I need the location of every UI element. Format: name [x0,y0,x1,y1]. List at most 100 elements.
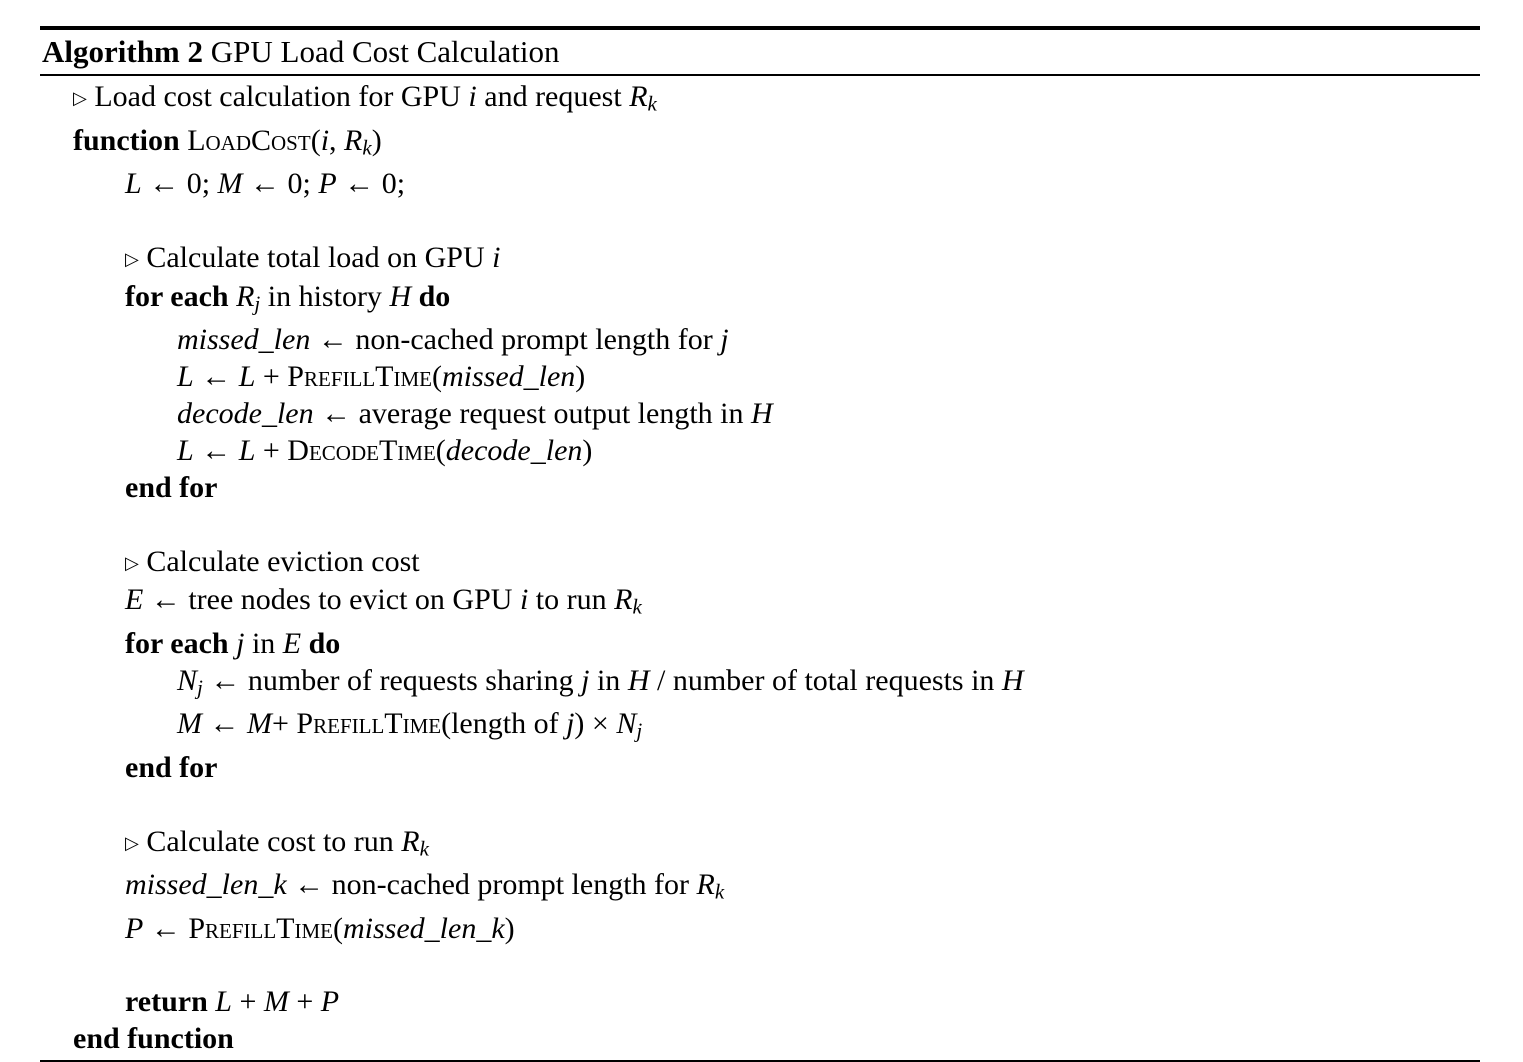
text-segment: and request [476,80,630,113]
text-segment: j [254,291,261,316]
text-segment: ← non-cached prompt length for [286,868,697,902]
text-segment: ( [431,360,442,394]
top-rule [40,26,1480,30]
algorithm-line: L ← L + PrefillTime(missed_len) [40,359,1480,396]
text-segment: ← 0; [336,167,406,201]
algorithm-line: L ← L + DecodeTime(decode_len) [40,433,1480,470]
text-segment: / number of total requests in [649,663,1002,697]
text-segment: ( [310,123,321,157]
algorithm-line: ▷ Calculate eviction cost [40,544,1480,583]
text-segment: decode_len [177,396,314,430]
text-segment: j [197,675,203,700]
text-segment: M [247,707,272,741]
text-segment: H [1001,663,1024,697]
text-segment: for each [125,626,237,660]
algorithm-line: function LoadCost(i, Rk) [40,123,1480,167]
text-segment: in [244,626,283,660]
algorithm-line: E ← tree nodes to evict on GPU i to run … [40,582,1480,626]
text-segment: R [401,824,420,858]
text-segment: L [238,360,256,394]
text-segment: i [320,123,330,157]
text-segment: PrefillTime [296,707,442,741]
text-segment: ← non-cached prompt length for [310,323,721,357]
comment-triangle-icon: ▷ [125,552,139,574]
text-segment: L [177,433,194,467]
text-segment: ← 0; [242,167,319,201]
text-segment: M [217,167,243,201]
text-segment: M [263,985,289,1019]
text-segment: decode_len [445,433,583,467]
algorithm-title: GPU Load Cost Calculation [203,34,560,69]
text-segment: R [614,583,633,617]
text-segment: j [636,718,643,743]
text-segment: PrefillTime [287,360,432,394]
text-segment: , [329,123,345,157]
text-segment: to run [528,583,615,617]
text-segment: j [581,663,590,697]
text-segment: j [566,707,575,741]
algorithm-line: L ← 0; M ← 0; P ← 0; [40,166,1480,203]
text-segment: ← number of requests sharing [202,663,582,697]
text-segment: + [288,985,321,1019]
text-segment: L [177,360,194,394]
text-segment: P [125,911,144,945]
text-segment: (length of [441,707,567,741]
comment-triangle-icon: ▷ [73,87,87,109]
algorithm-blank-line [40,948,1480,985]
text-segment: H [389,279,412,313]
text-segment: end for [125,750,218,784]
algorithm-line: P ← PrefillTime(missed_len_k) [40,911,1480,948]
algorithm-blank-line [40,787,1480,824]
algorithm-line: end function [40,1021,1480,1058]
algorithm-line: for each j in E do [40,626,1480,663]
algorithm-line: for each Rj in history H do [40,279,1480,323]
text-segment: + [255,433,288,467]
text-segment: + [272,707,297,741]
algorithm-line: Nj ← number of requests sharing j in H /… [40,663,1480,707]
text-segment: PrefillTime [188,911,333,945]
text-segment: ← [193,360,239,394]
text-segment: k [632,594,642,619]
algorithm-header: Algorithm 2 GPU Load Cost Calculation [40,30,1480,74]
algorithm-line: M ← M+ PrefillTime(length of j) × Nj [40,706,1480,750]
text-segment: ← [143,911,189,945]
text-segment: end function [73,1022,234,1056]
text-segment: H [627,663,650,697]
text-segment: N [177,663,198,697]
text-segment: ← 0; [141,167,218,201]
text-segment: H [750,396,773,430]
text-segment: return [125,985,216,1019]
text-segment: ) [575,360,586,394]
text-segment: k [714,879,725,904]
text-segment: missed_len [177,323,311,357]
text-segment: k [647,91,657,116]
algorithm-figure: Algorithm 2 GPU Load Cost Calculation ▷ … [40,26,1480,1062]
text-segment: E [282,626,302,660]
text-segment: k [419,836,429,861]
text-segment: j [236,626,245,660]
text-segment: i [492,240,501,274]
text-segment: j [720,323,729,357]
text-segment: N [616,707,637,741]
text-segment: k [362,135,372,160]
text-segment: LoadCost [187,123,311,157]
text-segment: ← tree nodes to evict on GPU [143,583,520,617]
text-segment: Calculate cost to run [138,824,402,858]
text-segment: Load cost calculation for GPU [86,80,469,113]
algorithm-line: return L + M + P [40,984,1480,1021]
text-segment: do [301,626,341,660]
algorithm-label: Algorithm 2 [42,34,204,69]
text-segment: + [231,985,264,1019]
algorithm-blank-line [40,203,1480,240]
text-segment: in [589,663,628,697]
text-segment: + [255,360,288,394]
text-segment: R [236,279,255,313]
algorithm-body: ▷ Load cost calculation for GPU i and re… [40,76,1480,1060]
algorithm-line: ▷ Load cost calculation for GPU i and re… [40,79,1480,123]
algorithm-line: missed_len ← non-cached prompt length fo… [40,322,1480,359]
text-segment: ) [371,123,382,157]
text-segment: i [468,80,477,113]
text-segment: function [73,123,188,157]
text-segment: P [318,167,337,201]
text-segment: for each [125,279,237,313]
